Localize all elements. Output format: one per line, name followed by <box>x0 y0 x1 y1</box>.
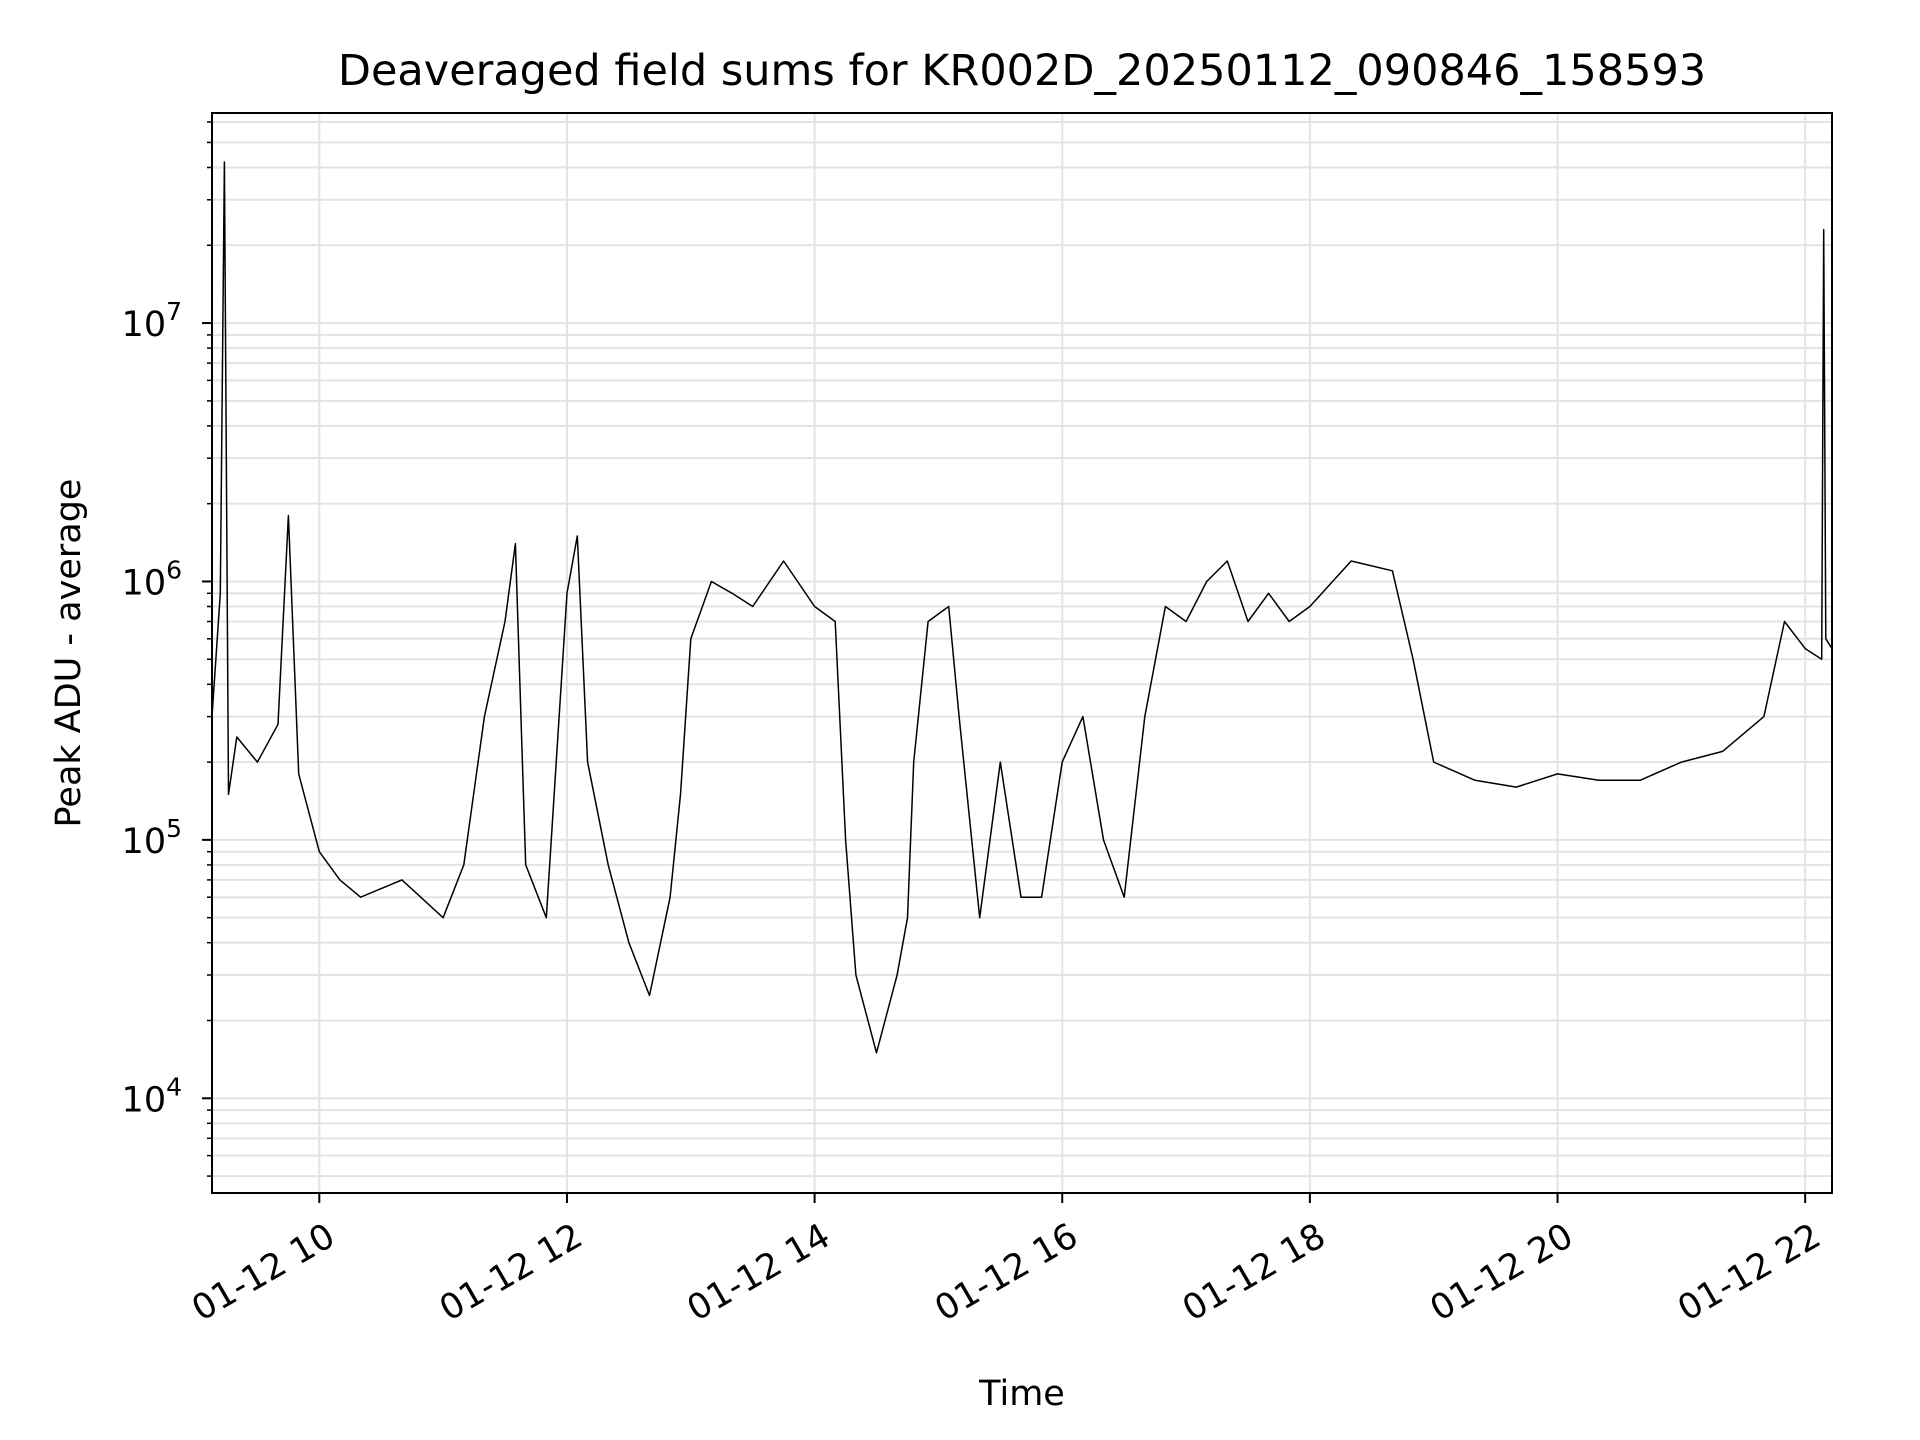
y-tick-label: 104 <box>122 1072 182 1120</box>
x-axis: 01-12 10 01-12 12 01-12 14 01-12 16 01-12 18… <box>186 1193 1828 1329</box>
x-tick-label: 01-12 10 <box>186 1216 342 1329</box>
x-axis-label: Time <box>978 1374 1065 1414</box>
series-layer <box>211 161 1833 1054</box>
plot-frame <box>211 112 1833 1194</box>
y-axis: 104 105 106 107 <box>122 121 212 1177</box>
chart-title: Deaveraged field sums for KR002D_2025011… <box>338 46 1706 96</box>
grid-layer <box>212 113 1832 1193</box>
series-line <box>211 161 1833 1054</box>
y-tick-label: 107 <box>122 297 182 345</box>
x-tick-label: 01-12 22 <box>1671 1216 1827 1329</box>
x-tick-label: 01-12 18 <box>1176 1216 1332 1329</box>
x-tick-label: 01-12 14 <box>681 1216 837 1329</box>
x-tick-label: 01-12 20 <box>1424 1216 1580 1329</box>
y-tick-label: 105 <box>122 814 182 862</box>
x-tick-label: 01-12 12 <box>433 1216 589 1329</box>
y-tick-label: 106 <box>122 555 182 603</box>
y-axis-label: Peak ADU - average <box>49 479 89 828</box>
x-tick-label: 01-12 16 <box>928 1216 1084 1329</box>
